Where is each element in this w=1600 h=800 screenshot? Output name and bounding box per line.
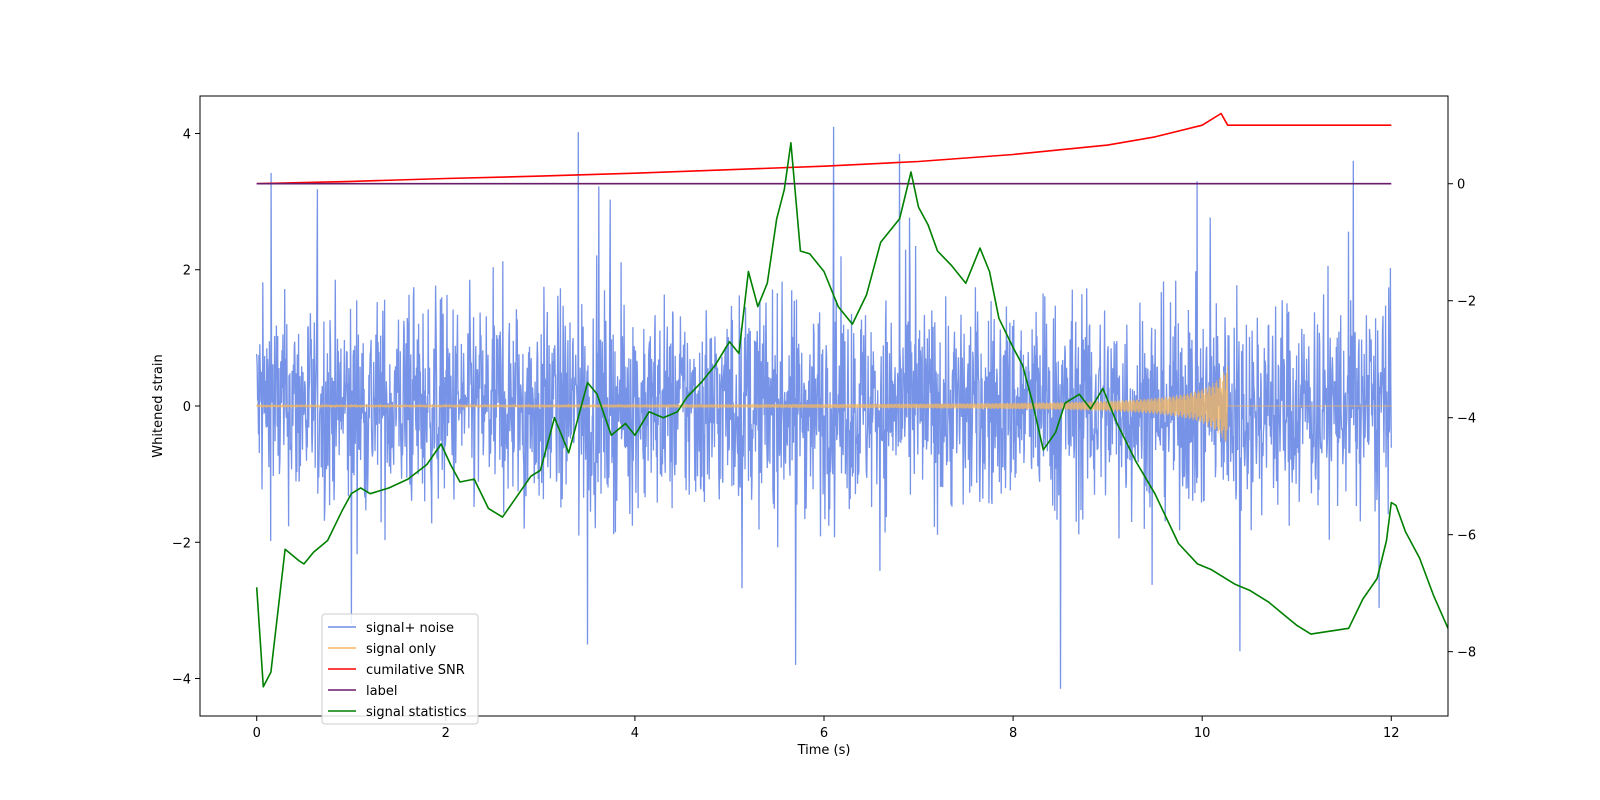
- x-tick-label: 10: [1194, 726, 1211, 741]
- ticks-layer: 0 2 4 6 8 10 12 −4 −2 0 2 4 −8 −6 −4 −2 0: [172, 127, 1476, 741]
- series-cumulative-snr: [256, 112, 1392, 185]
- y-tick-label-left: −2: [172, 536, 191, 551]
- legend-label-label: label: [366, 684, 397, 699]
- x-tick-label: 2: [442, 726, 450, 741]
- legend-label-signal-statistics: signal statistics: [366, 705, 467, 720]
- x-tick-label: 8: [1009, 726, 1017, 741]
- series-signal-statistics: [255, 142, 1448, 688]
- x-axis-title: Time (s): [797, 743, 851, 758]
- legend-label-cumulative-snr: cumilative SNR: [366, 663, 465, 678]
- y-tick-label-right: −6: [1457, 529, 1476, 544]
- y-tick-label-left: 4: [183, 127, 191, 142]
- y-axis-title: Whitened strain: [151, 354, 166, 457]
- y-tick-label-right: −4: [1457, 412, 1476, 427]
- legend-box: [321, 613, 479, 725]
- y-tick-label-left: 2: [183, 264, 191, 279]
- legend: signal+ noise signal only cumilative SNR…: [321, 613, 479, 725]
- x-tick-label: 4: [631, 726, 639, 741]
- y-tick-label-right: −8: [1457, 646, 1476, 661]
- y-tick-label-left: −4: [172, 673, 191, 688]
- x-tick-label: 0: [253, 726, 261, 741]
- x-tick-label: 12: [1383, 726, 1400, 741]
- series-layer: [255, 112, 1448, 689]
- legend-label-signal-noise: signal+ noise: [366, 621, 454, 636]
- x-tick-label: 6: [820, 726, 828, 741]
- y-tick-label-right: 0: [1457, 178, 1465, 193]
- series-signal-only: [256, 365, 1392, 443]
- y-tick-label-right: −2: [1457, 295, 1476, 310]
- legend-label-signal-only: signal only: [366, 642, 436, 657]
- y-tick-label-left: 0: [183, 400, 191, 415]
